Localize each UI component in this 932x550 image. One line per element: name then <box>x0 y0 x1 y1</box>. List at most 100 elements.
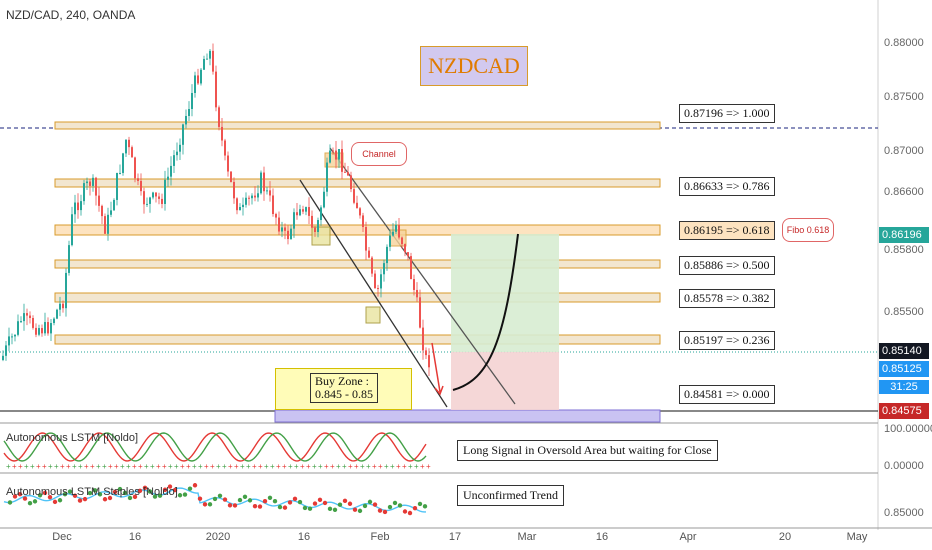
candle-body <box>86 181 88 184</box>
candle-body <box>5 345 7 356</box>
indicator2-plot <box>3 483 428 516</box>
candle-body <box>182 124 184 145</box>
candle-body <box>53 318 55 324</box>
candle-body <box>161 198 163 204</box>
signal-mark: + <box>210 462 215 471</box>
staple-dot <box>42 490 48 496</box>
signal-mark: + <box>144 462 149 471</box>
time-tick: 2020 <box>205 531 231 543</box>
signal-mark: + <box>252 462 257 471</box>
signal-mark: + <box>288 462 293 471</box>
candle-body <box>47 322 49 334</box>
candle-body <box>269 190 271 196</box>
candle-body <box>413 279 415 290</box>
candle-body <box>122 153 124 173</box>
candle-body <box>134 157 136 179</box>
signal-mark: + <box>60 462 65 471</box>
buy-zone: Buy Zone : 0.845 - 0.85 <box>275 368 412 410</box>
fib-label-382: 0.85578 => 0.382 <box>679 289 775 308</box>
candle-body <box>209 50 211 59</box>
staple-dot <box>112 489 118 495</box>
candle-body <box>335 150 337 160</box>
signal-mark: + <box>300 462 305 471</box>
candle-body <box>155 192 157 197</box>
candle-body <box>329 150 331 163</box>
candle-body <box>35 327 37 335</box>
signal-mark: + <box>426 462 431 471</box>
candle-body <box>356 202 358 209</box>
symbol-line[interactable]: NZD/CAD, 240, OANDA <box>6 8 136 22</box>
candle-body <box>50 323 52 334</box>
channel-lower-line <box>299 179 448 408</box>
signal-mark: + <box>228 462 233 471</box>
candle-body <box>353 189 355 203</box>
buy-zone-line1: Buy Zone : <box>315 374 369 388</box>
candle-body <box>260 172 262 194</box>
signal-mark: + <box>174 462 179 471</box>
staple-dot <box>287 500 293 505</box>
signal-mark: + <box>96 462 101 471</box>
signal-mark: + <box>186 462 191 471</box>
staple-dot <box>232 503 238 508</box>
candle-body <box>74 202 76 215</box>
staple-dot <box>107 495 113 501</box>
candle-body <box>38 328 40 335</box>
staple-dot <box>57 498 63 503</box>
staple-dot <box>202 502 208 507</box>
signal-mark: + <box>318 462 323 471</box>
fib-label-786: 0.86633 => 0.786 <box>679 177 775 196</box>
price-tick: 0.86600 <box>884 186 924 198</box>
signal-mark: + <box>108 462 113 471</box>
candle-body <box>194 75 196 93</box>
candle-body <box>83 183 85 202</box>
candle-body <box>305 207 307 212</box>
price-tick: 0.88000 <box>884 37 924 49</box>
pivot-box <box>365 306 381 324</box>
candle-body <box>212 50 214 72</box>
time-tick: 16 <box>595 531 609 543</box>
fib-zone-618 <box>54 224 661 236</box>
staple-dot <box>357 508 363 514</box>
staple-dot <box>102 497 108 502</box>
indicator1-title[interactable]: Autonomous LSTM [Noldo] <box>6 432 139 444</box>
candle-body <box>311 215 313 228</box>
signal-mark: + <box>162 462 167 471</box>
indicator2-title[interactable]: Autonomous LSTM Staples [Noldo] <box>6 486 178 498</box>
fib-zone-500 <box>54 259 661 269</box>
candle-body <box>320 207 322 221</box>
staple-dot <box>127 495 133 501</box>
candle-body <box>107 214 109 234</box>
candle-body <box>101 205 103 217</box>
indicator1-tick: 0.00000 <box>884 460 924 472</box>
staple-dot <box>242 494 248 500</box>
candle-body <box>386 246 388 264</box>
candle-body <box>221 126 223 141</box>
staple-dot <box>347 501 353 506</box>
staple-dot <box>62 491 68 497</box>
staple-dot <box>412 506 418 511</box>
candle-body <box>422 327 424 351</box>
candle-body <box>95 177 97 196</box>
candle-body <box>98 195 100 206</box>
title-label: NZDCAD <box>420 46 528 86</box>
signal-mark: + <box>102 462 107 471</box>
channel-upper-line <box>329 147 516 405</box>
candle-body <box>248 197 250 199</box>
time-tick: 20 <box>778 531 792 543</box>
staple-dot <box>327 506 333 512</box>
fib-zone-382 <box>54 292 661 303</box>
low-price-tag: 0.84575 <box>879 403 929 419</box>
signal-mark: + <box>90 462 95 471</box>
candle-body <box>62 303 64 309</box>
candle-body <box>80 201 82 211</box>
candle-body <box>332 150 334 152</box>
signal-mark: + <box>66 462 71 471</box>
signal-mark: + <box>18 462 23 471</box>
candle-body <box>167 176 169 180</box>
candle-body <box>257 193 259 198</box>
staple-dot <box>207 502 213 507</box>
price-tick: 0.85500 <box>884 306 924 318</box>
staple-dot <box>192 483 198 488</box>
signal-mark: + <box>126 462 131 471</box>
